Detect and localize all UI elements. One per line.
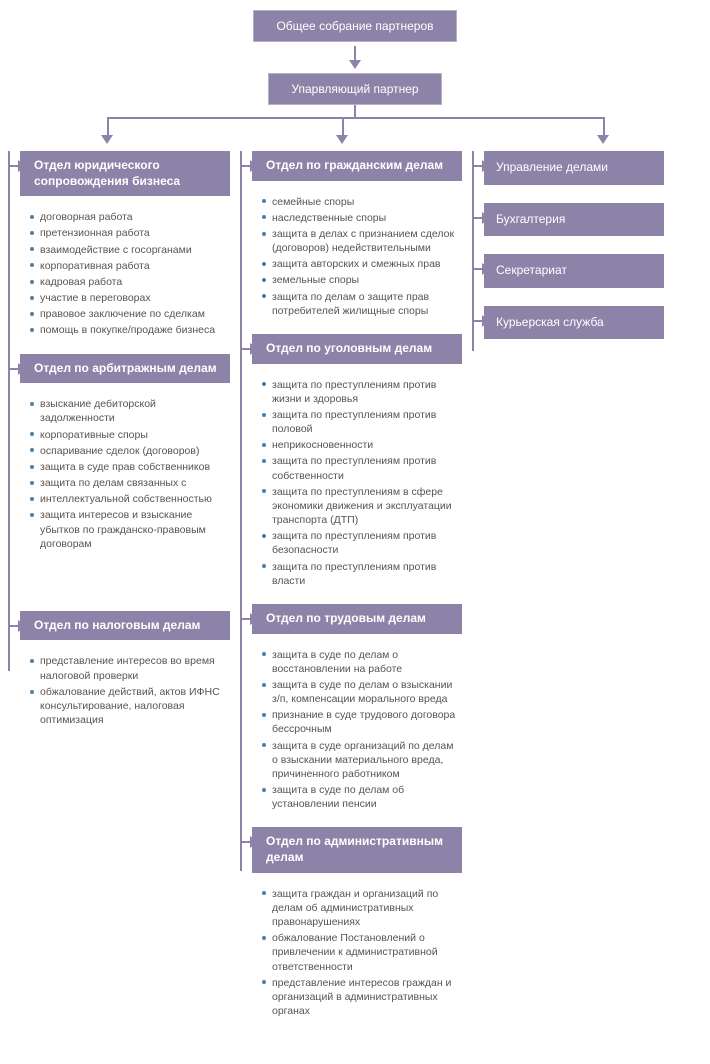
dept-block: Отдел по уголовным делам защита по прест… — [252, 334, 462, 604]
spine-line — [8, 151, 10, 671]
dept-title: Курьерская служба — [484, 306, 664, 340]
bullet: защита граждан и организаций по делам об… — [262, 887, 458, 930]
dept-items: представление интересов во время налогов… — [20, 648, 230, 743]
dept-block: Курьерская служба — [484, 306, 664, 340]
bullet: представление интересов во время налогов… — [30, 654, 226, 682]
bullet: семейные споры — [262, 195, 458, 209]
bullet: наследственные споры — [262, 211, 458, 225]
bullet: интеллектуальной собственностью — [30, 492, 226, 506]
dept-items: защита в суде по делам о восстановлении … — [252, 642, 462, 828]
bullet: защита по преступлениям против собственн… — [262, 454, 458, 482]
columns: Отдел юридического сопровождения бизнеса… — [20, 151, 690, 1034]
dept-block: Отдел юридического сопровождения бизнеса… — [20, 151, 230, 354]
bullet: защита интересов и взыскание убытков по … — [30, 508, 226, 551]
dept-title: Отдел по уголовным делам — [252, 334, 462, 364]
bullet: претензионная работа — [30, 226, 226, 240]
bullet: защита по преступлениям против жизни и з… — [262, 378, 458, 406]
dept-block: Бухгалтерия — [484, 203, 664, 237]
bullet: защита по преступлениям против половой — [262, 408, 458, 436]
dept-title: Отдел по налоговым делам — [20, 611, 230, 641]
spine-line — [240, 151, 242, 871]
dept-title: Отдел по арбитражным делам — [20, 354, 230, 384]
bullet: защита в делах с признанием сделок (дого… — [262, 227, 458, 255]
bullet: взыскание дебиторской задолженности — [30, 397, 226, 425]
bullet: защита в суде по делам об установлении п… — [262, 783, 458, 811]
top-hierarchy: Общее собрание партнеров Упарвляющий пар… — [20, 10, 690, 105]
bullet: защита по преступлениям в сфере экономик… — [262, 485, 458, 528]
bullet: кадровая работа — [30, 275, 226, 289]
bullet: обжалование Постановлений о привлечении … — [262, 931, 458, 974]
arrow-down-icon — [349, 46, 361, 69]
dept-block: Управление делами — [484, 151, 664, 185]
column-1: Отдел юридического сопровождения бизнеса… — [20, 151, 230, 743]
bullet: обжалование действий, актов ИФНС консуль… — [30, 685, 226, 728]
bullet: защита авторских и смежных прав — [262, 257, 458, 271]
dept-block: Отдел по трудовым делам защита в суде по… — [252, 604, 462, 827]
dept-block: Отдел по административным делам защита г… — [252, 827, 462, 1034]
dept-items: семейные споры наследственные споры защи… — [252, 189, 462, 334]
dept-block: Секретариат — [484, 254, 664, 288]
dept-items: договорная работа претензионная работа в… — [20, 204, 230, 353]
dept-items: взыскание дебиторской задолженности корп… — [20, 391, 230, 567]
bullet: корпоративная работа — [30, 259, 226, 273]
dept-title: Отдел по административным делам — [252, 827, 462, 872]
bullet: неприкосновенности — [262, 438, 458, 452]
dept-title: Секретариат — [484, 254, 664, 288]
bullet: оспаривание сделок (договоров) — [30, 444, 226, 458]
bullet: участие в переговорах — [30, 291, 226, 305]
bullet: правовое заключение по сделкам — [30, 307, 226, 321]
bullet: защита в суде организаций по делам о взы… — [262, 739, 458, 782]
bullet: защита по преступлениям против власти — [262, 560, 458, 588]
dept-block: Отдел по арбитражным делам взыскание деб… — [20, 354, 230, 567]
dept-block: Отдел по гражданским делам семейные спор… — [252, 151, 462, 334]
bullet: защита в суде прав собственников — [30, 460, 226, 474]
dept-title: Управление делами — [484, 151, 664, 185]
box-level1: Общее собрание партнеров — [253, 10, 456, 42]
column-2: Отдел по гражданским делам семейные спор… — [252, 151, 462, 1034]
bullet: признание в суде трудового договора бесс… — [262, 708, 458, 736]
bullet: корпоративные споры — [30, 428, 226, 442]
bullet: защита в суде по делам о восстановлении … — [262, 648, 458, 676]
dept-title: Отдел юридического сопровождения бизнеса — [20, 151, 230, 196]
dept-title: Бухгалтерия — [484, 203, 664, 237]
bullet: защита по делам о защите прав потребител… — [262, 290, 458, 318]
dept-items: защита по преступлениям против жизни и з… — [252, 372, 462, 604]
dept-title: Отдел по гражданским делам — [252, 151, 462, 181]
box-level2: Упарвляющий партнер — [268, 73, 441, 105]
dept-items: защита граждан и организаций по делам об… — [252, 881, 462, 1035]
bullet: земельные споры — [262, 273, 458, 287]
bullet: защита в суде по делам о взыскании з/п, … — [262, 678, 458, 706]
dept-block: Отдел по налоговым делам представление и… — [20, 611, 230, 743]
bullet: защита по преступлениям против безопасно… — [262, 529, 458, 557]
bullet: защита по делам связанных с — [30, 476, 226, 490]
column-3: Управление делами Бухгалтерия Секретариа… — [484, 151, 664, 347]
bullet: взаимодействие с госорганами — [30, 243, 226, 257]
bullet: помощь в покупке/продаже бизнеса — [30, 323, 226, 337]
bullet: договорная работа — [30, 210, 226, 224]
branch-connector — [20, 105, 690, 151]
bullet: представление интересов граждан и органи… — [262, 976, 458, 1019]
dept-title: Отдел по трудовым делам — [252, 604, 462, 634]
